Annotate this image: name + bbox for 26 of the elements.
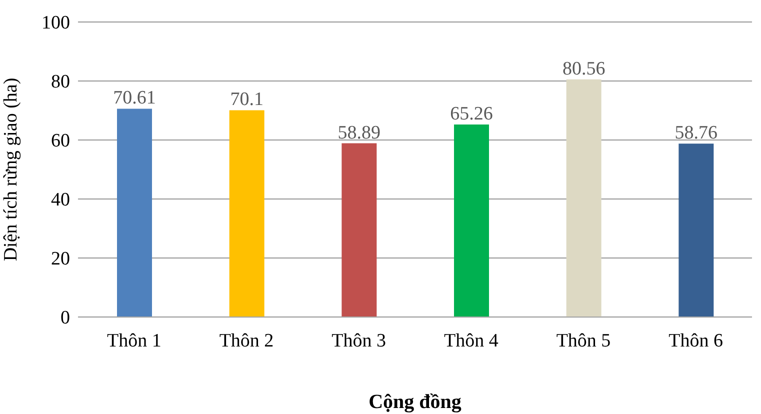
x-tick-label: Thôn 4: [444, 330, 499, 352]
data-label: 65.26: [450, 103, 493, 124]
data-label: 80.56: [562, 58, 606, 80]
y-tick-label: 100: [42, 12, 70, 34]
bar: [454, 124, 489, 317]
x-tick-label: Thôn 1: [106, 330, 162, 352]
data-label: 58.76: [674, 122, 718, 144]
x-tick-label: Thôn 5: [556, 330, 611, 352]
data-label: 58.89: [338, 122, 381, 144]
y-tick-label: 0: [60, 308, 70, 329]
y-tick-label: 80: [51, 72, 70, 93]
y-axis-title: Diện tích rừng giao (ha): [0, 78, 22, 262]
data-label: 70.61: [113, 88, 156, 109]
y-tick-label: 60: [51, 130, 70, 152]
x-axis-title: Cộng đồng: [368, 391, 462, 413]
bar: [117, 108, 152, 317]
x-tick-label: Thôn 3: [332, 330, 386, 352]
data-label: 70.1: [230, 89, 264, 110]
bar: [342, 143, 377, 317]
bar: [678, 144, 714, 317]
x-tick-label: Thôn 2: [219, 330, 274, 352]
bar: [566, 79, 602, 317]
y-tick-label: 20: [51, 248, 70, 270]
bar: [229, 110, 264, 317]
x-tick-label: Thôn 6: [668, 330, 724, 352]
y-tick-label: 40: [51, 190, 70, 211]
